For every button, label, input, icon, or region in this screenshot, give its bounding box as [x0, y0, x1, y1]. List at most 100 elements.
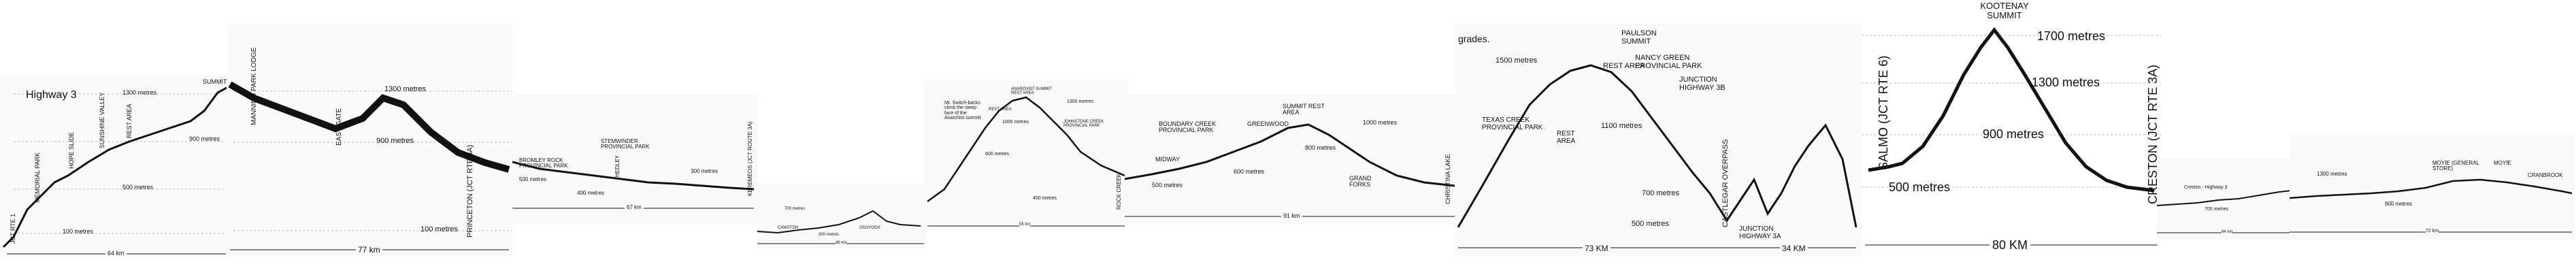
elev-1000: 1000 metres: [1363, 119, 1398, 126]
distance-label-1: 73 KM: [1583, 244, 1611, 253]
elevation-profile-9: [2157, 190, 2292, 233]
profile-panel-hedley: BROMLEY ROCK PROVINCIAL PARK STEMWINDER …: [512, 94, 757, 225]
elevation-line-6: [1125, 123, 1455, 187]
hedley: HEDLEY: [614, 154, 621, 177]
rest-area-2: REST AREA: [1557, 130, 1576, 145]
johnstone-park: JOHNSTONE CREEK PROVINCIAL PARK: [1063, 120, 1104, 129]
distance-label-2: 34 KM: [1780, 244, 1808, 253]
elev-500: 500 metres: [1152, 182, 1183, 189]
elevation-line-8: [1868, 27, 2155, 193]
elev-900: 900 metres: [1983, 127, 2045, 141]
elevation-line-7: [1457, 64, 1857, 228]
distance-label: 77 km: [356, 245, 382, 255]
greenwood: GREENWOOD: [1247, 120, 1289, 127]
midway: MIDWAY: [1155, 156, 1180, 163]
elevation-profile-4: [757, 210, 924, 244]
elev-500: 500 metres: [1632, 220, 1670, 228]
east-gate: EAST GATE: [335, 108, 343, 146]
memorial-park: MEMORIAL PARK: [34, 152, 41, 203]
texas-creek: TEXAS CREEK PROVINCIAL PARK: [1482, 116, 1543, 131]
elev-600: 600 metres: [1234, 168, 1265, 175]
elevation-line-5: [927, 96, 1125, 203]
elev-700: 700 metres: [785, 207, 806, 211]
highway-label: Highway 3: [26, 89, 77, 101]
elev-600: 600 metres: [985, 152, 1010, 157]
grand-forks: GRAND FORKS: [1349, 175, 1372, 189]
elev-1300: 1300 metres: [1067, 99, 1093, 104]
rest-area: REST AREA: [989, 108, 1012, 112]
keremeos-jct: KEREMEOS (JCT ROUTE 3A): [747, 121, 753, 196]
distance-label: 44 km: [2222, 230, 2233, 234]
elevation-line-3: [512, 161, 755, 191]
christina-lake: CHRISTINA LAKE: [1444, 154, 1451, 204]
elev-400: 400 metres: [577, 190, 605, 196]
hope-slide: HOPE SLIDE: [68, 131, 75, 169]
cawston: CAWSTON: [778, 226, 799, 230]
elev-100: 100 metres: [420, 225, 459, 233]
elev-900: 900 metres: [2385, 201, 2413, 207]
boundary-park: BOUNDARY CREEK PROVINCIAL PARK: [1159, 120, 1217, 134]
profile-panel-creston: Creston - Highway 3 700 metres 44 km: [2157, 158, 2293, 240]
elevation-line-1: [2, 86, 229, 248]
elev-1500: 1500 metres: [1496, 56, 1538, 65]
elev-700: 700 metres: [1642, 189, 1680, 197]
elevation-profile-10: [2290, 178, 2573, 233]
elev-900: 900 metres: [189, 135, 220, 142]
castlegar-overpass: CASTLEGAR OVERPASS: [1721, 139, 1730, 227]
jct-rte1: JCT RTE 1: [10, 213, 16, 244]
switchback-note: Mt. Switch-backs climb the steep face of…: [944, 101, 981, 121]
elev-300: 300 metres: [691, 168, 719, 174]
elev-300: 300 metres: [819, 233, 840, 237]
elevation-profile-2: [228, 81, 512, 250]
elev-1300: 1300 metres: [2317, 171, 2347, 177]
elev-1300: 1300 metres: [2032, 76, 2100, 89]
profile-panel-hope: Highway 3 1300 metres SUMMIT 900 metres …: [0, 74, 230, 259]
sunshine-valley: SUNSHINE VALLEY: [99, 92, 105, 148]
elevation-profile-1: [2, 86, 229, 255]
elevation-line-2: [228, 81, 510, 173]
distance-label: 72 km: [2426, 229, 2439, 233]
kootenay-summit: KOOTENAY SUMMIT: [1980, 1, 2029, 20]
manning-lodge: MANNING PARK LODGE: [250, 47, 258, 125]
moyie: MOYIE: [2494, 160, 2511, 166]
elev-500: 500 metres: [519, 176, 547, 182]
stemwinder-park: STEMWINDER PROVINCIAL PARK: [601, 138, 650, 150]
distance-label: 91 km: [1281, 212, 1302, 219]
summit-label: SUMMIT: [203, 78, 227, 85]
summit-rest: SUMMIT REST AREA: [1283, 103, 1325, 116]
profile-panel-greenwood: BOUNDARY CREEK PROVINCIAL PARK GREENWOOD…: [1125, 94, 1456, 225]
profile-panel-cranbrook: 1300 metres 900 metres MOYIE (GENERAL ST…: [2290, 133, 2575, 240]
bromley-park: BROMLEY ROCK PROVINCIAL PARK: [519, 157, 568, 169]
elev-100: 100 metres: [63, 228, 94, 235]
elev-1100: 1100 metres: [1601, 122, 1642, 130]
salmo-jct: SALMO (JCT RTE 6): [1877, 55, 1890, 170]
rock-creek: ROCK CREEK: [1116, 174, 1122, 210]
elev-500: 500 metres: [122, 184, 154, 191]
elevation-line-9: [2157, 190, 2292, 206]
osoyoos: OSOYOOS: [859, 226, 880, 230]
creston-highway: Creston - Highway 3: [2184, 185, 2228, 190]
elev-1300: 1300 metres: [122, 89, 157, 96]
distance-label: 67 km: [625, 204, 644, 210]
grades-text: grades.: [1458, 33, 1490, 44]
cranbrook: CRANBROOK: [2528, 172, 2563, 178]
jct-3b: JUNCTION HIGHWAY 3B: [1679, 76, 1725, 92]
profile-panel-manning: MANNING PARK LODGE EAST GATE 1300 metres…: [227, 23, 512, 257]
elev-500: 500 metres: [1889, 180, 1951, 194]
distance-label: 46 km: [836, 241, 847, 245]
jct-3a: JUNCTION HIGHWAY 3A: [1739, 225, 1781, 240]
elev-800: 800 metres: [1305, 144, 1336, 151]
distance-label: 80 KM: [1989, 238, 2031, 252]
elevation-line-10: [2290, 178, 2573, 199]
elev-1000: 1000 metres: [1002, 120, 1029, 125]
distance-label: 64 km: [105, 250, 127, 257]
profile-panel-osoyoos: 700 metres 300 metres CAWSTON OSOYOOS 46…: [757, 184, 927, 249]
nancy-green: NANCY GREEN PROVINCIAL PARK: [1635, 54, 1702, 70]
elevation-line-4: [757, 210, 921, 234]
elev-400: 400 metres: [1033, 196, 1057, 201]
elev-700: 700 metres: [2205, 207, 2229, 212]
profile-panel-paulson: grades. PAULSON SUMMIT REST AREA NANCY G…: [1455, 23, 1862, 257]
elev-1300: 1300 metres: [384, 85, 427, 93]
rest-area-1: REST AREA: [1603, 62, 1645, 70]
rest-area: REST AREA: [126, 103, 133, 138]
